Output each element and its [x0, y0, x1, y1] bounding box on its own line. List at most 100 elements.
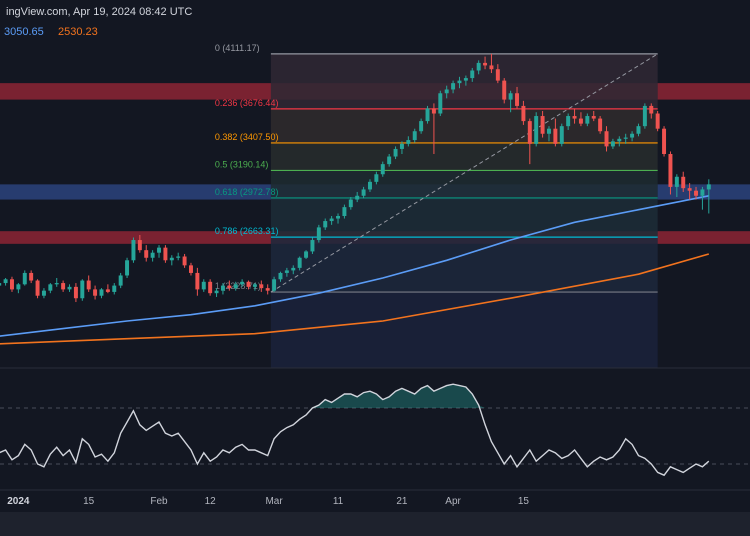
candle[interactable] — [623, 133, 628, 144]
candle[interactable] — [463, 75, 468, 86]
candle[interactable] — [16, 283, 21, 294]
candle[interactable] — [3, 278, 8, 286]
candle[interactable] — [674, 174, 679, 198]
candle[interactable] — [29, 270, 34, 284]
candle[interactable] — [406, 136, 411, 147]
candle[interactable] — [617, 136, 622, 147]
candle[interactable] — [425, 105, 430, 124]
candle[interactable] — [22, 270, 27, 286]
candle[interactable] — [48, 283, 53, 294]
candle[interactable] — [662, 126, 667, 157]
candle[interactable] — [118, 272, 123, 289]
candle[interactable] — [368, 179, 372, 192]
candle[interactable] — [578, 112, 583, 127]
candle[interactable] — [284, 267, 289, 277]
candle[interactable] — [355, 191, 360, 203]
candle[interactable] — [227, 280, 232, 291]
candle[interactable] — [189, 262, 193, 276]
candle[interactable] — [476, 60, 481, 75]
candle[interactable] — [163, 245, 168, 263]
candle[interactable] — [252, 283, 257, 291]
candle[interactable] — [521, 100, 526, 125]
candle[interactable] — [700, 186, 705, 210]
candle[interactable] — [636, 123, 641, 137]
candle[interactable] — [572, 108, 577, 124]
candle[interactable] — [438, 90, 443, 117]
candle[interactable] — [86, 275, 91, 292]
candle[interactable] — [304, 250, 309, 260]
candle[interactable] — [559, 123, 564, 147]
candle[interactable] — [687, 183, 692, 200]
candle[interactable] — [547, 126, 551, 142]
candle[interactable] — [246, 280, 251, 290]
candle[interactable] — [41, 288, 46, 299]
candle[interactable] — [483, 56, 488, 70]
candle[interactable] — [61, 280, 66, 292]
candle[interactable] — [457, 76, 462, 89]
candle[interactable] — [112, 283, 117, 295]
candle[interactable] — [157, 245, 161, 258]
candle[interactable] — [361, 186, 366, 199]
candle[interactable] — [182, 253, 187, 268]
candle[interactable] — [297, 256, 302, 271]
candle[interactable] — [444, 85, 449, 99]
candle[interactable] — [176, 252, 181, 261]
candle[interactable] — [278, 271, 283, 282]
candle[interactable] — [591, 110, 596, 122]
candle[interactable] — [515, 86, 519, 109]
candle[interactable] — [694, 186, 698, 200]
candle[interactable] — [201, 279, 206, 292]
candle[interactable] — [412, 128, 417, 143]
candle[interactable] — [419, 118, 424, 134]
candle[interactable] — [681, 171, 686, 192]
candle[interactable] — [585, 113, 590, 127]
candle[interactable] — [393, 146, 398, 160]
candle[interactable] — [380, 161, 385, 177]
candle[interactable] — [240, 279, 245, 287]
candle[interactable] — [451, 80, 456, 94]
candle[interactable] — [214, 288, 219, 297]
candle[interactable] — [10, 276, 14, 292]
candle[interactable] — [150, 250, 155, 262]
candle[interactable] — [80, 279, 85, 301]
candle[interactable] — [649, 103, 654, 119]
candle[interactable] — [668, 151, 673, 195]
candle[interactable] — [291, 265, 296, 275]
candle[interactable] — [195, 267, 200, 296]
candle[interactable] — [0, 281, 2, 291]
candle[interactable] — [125, 257, 130, 278]
candle[interactable] — [316, 224, 321, 243]
candle[interactable] — [35, 279, 40, 299]
candle[interactable] — [387, 154, 392, 167]
candle[interactable] — [508, 90, 513, 113]
candle[interactable] — [259, 280, 264, 292]
candle[interactable] — [169, 255, 174, 266]
candle[interactable] — [233, 281, 238, 291]
candle[interactable] — [598, 116, 603, 134]
candle[interactable] — [630, 131, 635, 142]
candle[interactable] — [470, 67, 475, 82]
candle[interactable] — [137, 234, 142, 253]
candle[interactable] — [540, 110, 545, 138]
candle[interactable] — [655, 110, 660, 132]
candle[interactable] — [399, 141, 404, 154]
candle[interactable] — [431, 103, 436, 154]
candle[interactable] — [534, 112, 539, 147]
candle[interactable] — [489, 53, 494, 74]
candle[interactable] — [642, 103, 647, 129]
candle[interactable] — [706, 179, 711, 214]
candle[interactable] — [310, 237, 315, 254]
candle[interactable] — [566, 113, 571, 130]
candle[interactable] — [553, 118, 558, 147]
candle[interactable] — [272, 276, 277, 292]
candle[interactable] — [105, 284, 110, 294]
candle[interactable] — [342, 204, 347, 219]
candle[interactable] — [144, 245, 149, 262]
candle[interactable] — [527, 118, 532, 165]
candle[interactable] — [131, 237, 136, 263]
candle[interactable] — [604, 126, 609, 152]
candle[interactable] — [329, 216, 334, 225]
candle[interactable] — [73, 283, 78, 303]
candle[interactable] — [348, 197, 353, 210]
